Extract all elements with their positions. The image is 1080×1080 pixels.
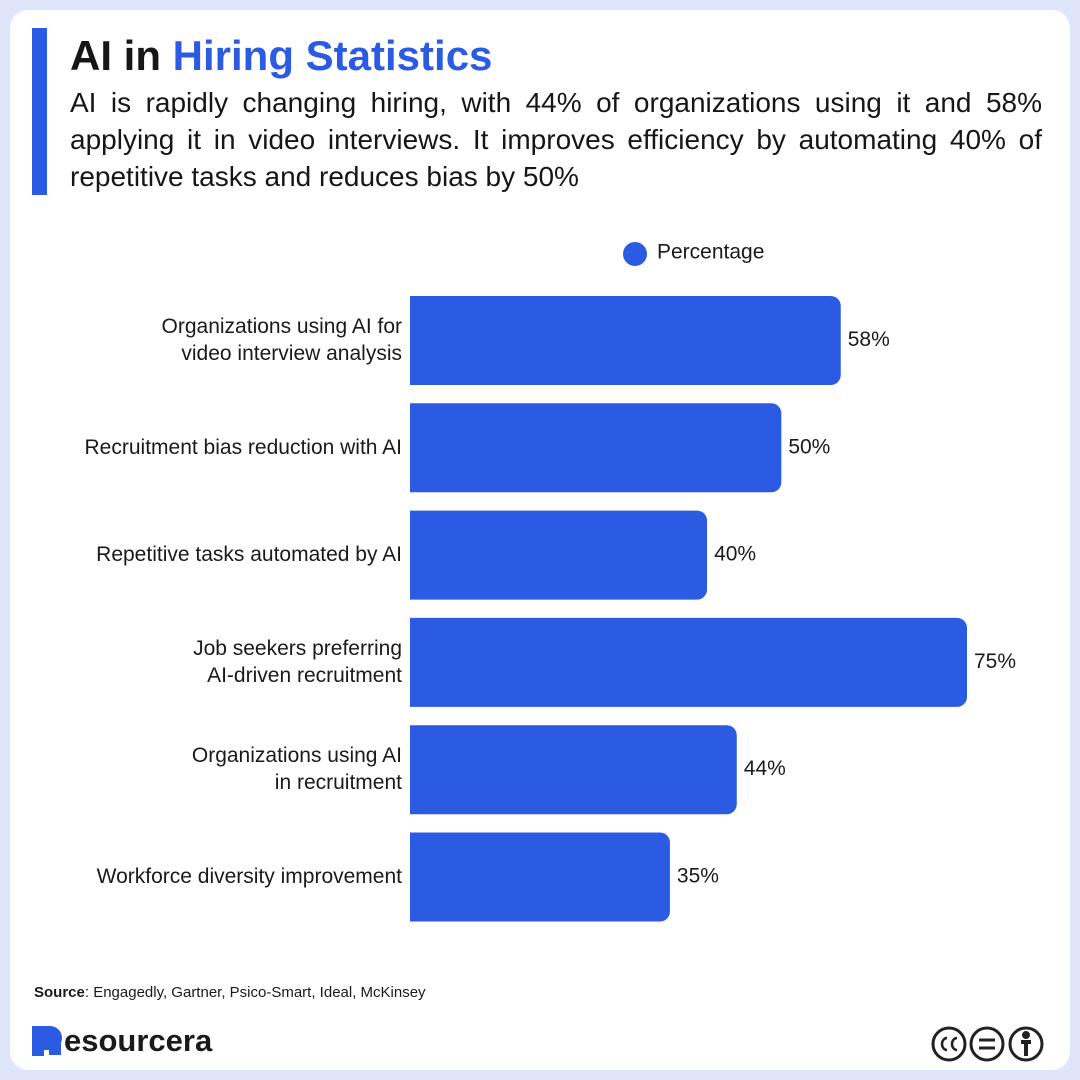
title-highlight: Hiring Statistics [172,32,493,79]
subtitle: AI is rapidly changing hiring, with 44% … [70,87,1042,192]
bar [410,403,782,493]
logo: esourcera [32,1023,213,1058]
category-label: Organizations using AI in recruitment [192,744,402,794]
legend-swatch [623,242,647,266]
value-label: 75% [974,650,1016,673]
category-label: Repetitive tasks automated by AI [96,543,402,566]
category-line: Job seekers preferring [193,636,402,659]
category-line: Workforce diversity improvement [97,865,403,888]
bar [410,832,670,922]
legend-label: Percentage [657,241,764,264]
accent-bar [32,28,47,195]
title-prefix: AI in [70,32,161,79]
category-line: Organizations using AI for [162,315,402,338]
category-line: video interview analysis [181,342,402,365]
bar [410,617,967,707]
source-text: : Engagedly, Gartner, Psico-Smart, Ideal… [85,984,426,1001]
category-label: Recruitment bias reduction with AI [85,435,402,458]
category-label: Job seekers preferring AI-driven recruitm… [193,636,402,686]
category-label: Workforce diversity improvement [97,865,403,888]
category-line: Organizations using AI [192,744,402,767]
value-label: 40% [714,543,756,566]
category-line: Repetitive tasks automated by AI [96,543,402,566]
bar [410,510,708,600]
source-label: Source [34,984,85,1001]
category-line: Recruitment bias reduction with AI [85,435,402,458]
value-label: 44% [744,757,786,780]
license-icons [931,1026,1044,1062]
brand: esourcera [64,1023,213,1058]
category-line: AI-driven recruitment [207,663,402,686]
category-line: in recruitment [275,771,402,794]
value-label: 58% [848,328,890,351]
value-label: 50% [788,435,830,458]
title: AI in Hiring Statistics [70,32,492,80]
source: Source: Engagedly, Gartner, Psico-Smart,… [34,984,426,1001]
logo-dot [49,1042,61,1055]
bar [410,296,841,385]
bar [410,725,737,815]
category-label: Organizations using AI for video intervie… [162,315,402,365]
value-label: 35% [677,865,719,888]
